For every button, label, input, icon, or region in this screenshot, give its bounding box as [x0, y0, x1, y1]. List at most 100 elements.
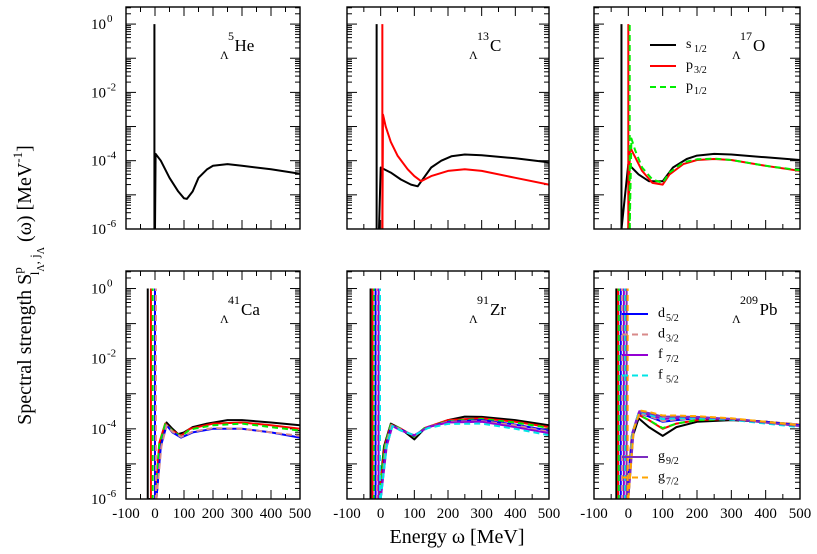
series-group — [620, 24, 800, 229]
series-p12-continuum-line — [625, 413, 800, 499]
nucleus-mass-number: 209 — [740, 293, 758, 307]
x-tick-label: 400 — [504, 506, 527, 522]
legend-sub-p12: 1/2 — [694, 86, 707, 97]
x-tick-label: 200 — [202, 506, 225, 522]
nucleus-mass-number: 5 — [228, 29, 234, 43]
x-tick-label: 400 — [260, 506, 283, 522]
legend-label-s12: s — [686, 37, 691, 52]
x-tick-label: 0 — [151, 506, 159, 522]
series-group — [615, 288, 800, 499]
y-label-tail: (ω) [MeV — [14, 162, 36, 247]
nucleus-element: Pb — [760, 300, 778, 319]
x-tick-label: 300 — [720, 506, 743, 522]
nucleus-element: C — [490, 36, 501, 55]
series-p12-continuum-line — [628, 137, 800, 229]
y-tick-label: 10 — [91, 282, 106, 298]
y-label-main: Spectral strength S — [14, 274, 36, 425]
legend: s 1/2p 3/2p 1/2 — [650, 37, 707, 97]
series-p32-continuum-line — [627, 146, 800, 229]
x-tick-label: 300 — [231, 506, 254, 522]
nucleus-hyperon-sub: Λ — [732, 312, 741, 326]
y-tick-label-exp: 0 — [107, 13, 113, 25]
series-d32-continuum-line — [625, 412, 800, 499]
legend-sub-g72: 7/2 — [666, 477, 679, 488]
y-tick-label: 10 — [91, 17, 106, 33]
legend-sub-d52: 5/2 — [666, 313, 679, 324]
y-tick-label: 10 — [91, 492, 106, 508]
nucleus-mass-number: 41 — [228, 293, 240, 307]
series-p12-continuum-line — [154, 422, 300, 499]
legend: g 9/2g 7/2 — [622, 449, 679, 488]
y-tick-label: 10 — [91, 422, 106, 438]
series-f72-continuum-line — [379, 420, 549, 499]
series-f52-continuum-line — [379, 422, 549, 499]
series-s12-continuum-line — [620, 152, 800, 229]
legend-label-g92: g — [658, 449, 665, 464]
y-tick-label: 10 — [91, 352, 106, 368]
legend-sub-p32: 3/2 — [694, 65, 707, 76]
x-tick-label: 200 — [686, 506, 709, 522]
plot-frame — [346, 6, 550, 230]
x-tick-label: 0 — [377, 506, 385, 522]
panel-o: 17Λ Os 1/2p 3/2p 1/2 — [593, 6, 801, 230]
legend: d 5/2d 3/2f 7/2f 5/2 — [622, 306, 679, 386]
series-s12-continuum-line — [147, 419, 300, 499]
y-tick-label-exp: -6 — [107, 488, 117, 500]
nucleus-mass-number: 91 — [477, 293, 489, 307]
x-tick-label: 400 — [754, 506, 777, 522]
nucleus-mass-number: 13 — [477, 29, 489, 43]
y-label-sub2: , j — [27, 254, 42, 264]
legend-sub-f52: 5/2 — [666, 375, 679, 386]
y-label-subsub2: Λ — [36, 246, 47, 254]
series-g72-continuum-line — [627, 409, 800, 499]
y-tick-label-exp: -2 — [107, 81, 116, 93]
legend-label-f72: f — [658, 347, 663, 362]
nucleus-mass-number: 17 — [740, 29, 752, 43]
series-p32-continuum-line — [381, 113, 549, 229]
axis-labels-group: Energy ω [MeV] Spectral strength Sp lΛ, j… — [10, 145, 524, 548]
legend-label-d32: d — [658, 327, 665, 342]
x-tick-label: -100 — [333, 506, 361, 522]
series-g92-continuum-line — [627, 410, 800, 499]
x-tick-label: 0 — [625, 506, 633, 522]
y-label-sup: p — [10, 267, 25, 274]
y-label-sub: l — [27, 271, 42, 275]
panel-zr: -100 0 100 200 300 400 500 91 Λ Zr — [333, 270, 560, 522]
nucleus-hyperon-sub: Λ — [469, 48, 478, 62]
nucleus-hyperon-sub: Λ — [220, 48, 229, 62]
series-d52-continuum-line — [625, 412, 800, 499]
series-s12-continuum-line — [625, 417, 800, 499]
x-tick-label: 100 — [173, 506, 196, 522]
series-s12-continuum-line — [154, 152, 300, 229]
plot-frame — [125, 270, 301, 500]
x-tick-label: 100 — [651, 506, 674, 522]
series-s12-continuum-line — [378, 153, 549, 229]
x-tick-label: -100 — [580, 506, 608, 522]
y-tick-label-exp: 0 — [107, 278, 113, 290]
series-d32-continuum-line — [155, 424, 300, 499]
nucleus-hyperon-sub: Λ — [732, 48, 741, 62]
y-label-close: ] — [14, 145, 36, 152]
y-label-subsub: Λ — [36, 264, 47, 272]
legend-sub-f72: 7/2 — [666, 354, 679, 365]
panel-c: 13 Λ C — [346, 6, 550, 230]
legend-sub-d32: 3/2 — [666, 334, 679, 345]
nucleus-element: Zr — [490, 300, 506, 319]
nucleus-element: He — [235, 36, 255, 55]
y-tick-label-exp: -4 — [107, 150, 117, 162]
legend-label-d52: d — [658, 306, 665, 321]
y-tick-label: 10 — [91, 222, 106, 238]
nucleus-element: Ca — [241, 300, 260, 319]
plot-frame — [125, 6, 301, 230]
y-label-exp: -1 — [10, 152, 25, 163]
legend-label-p12: p — [686, 79, 693, 94]
series-d52-continuum-line — [155, 424, 300, 499]
y-tick-label-exp: -2 — [107, 348, 116, 360]
x-tick-label: 500 — [789, 506, 812, 522]
series-d32-continuum-line — [379, 420, 549, 499]
x-tick-label: 200 — [437, 506, 460, 522]
nucleus-hyperon-sub: Λ — [220, 312, 229, 326]
